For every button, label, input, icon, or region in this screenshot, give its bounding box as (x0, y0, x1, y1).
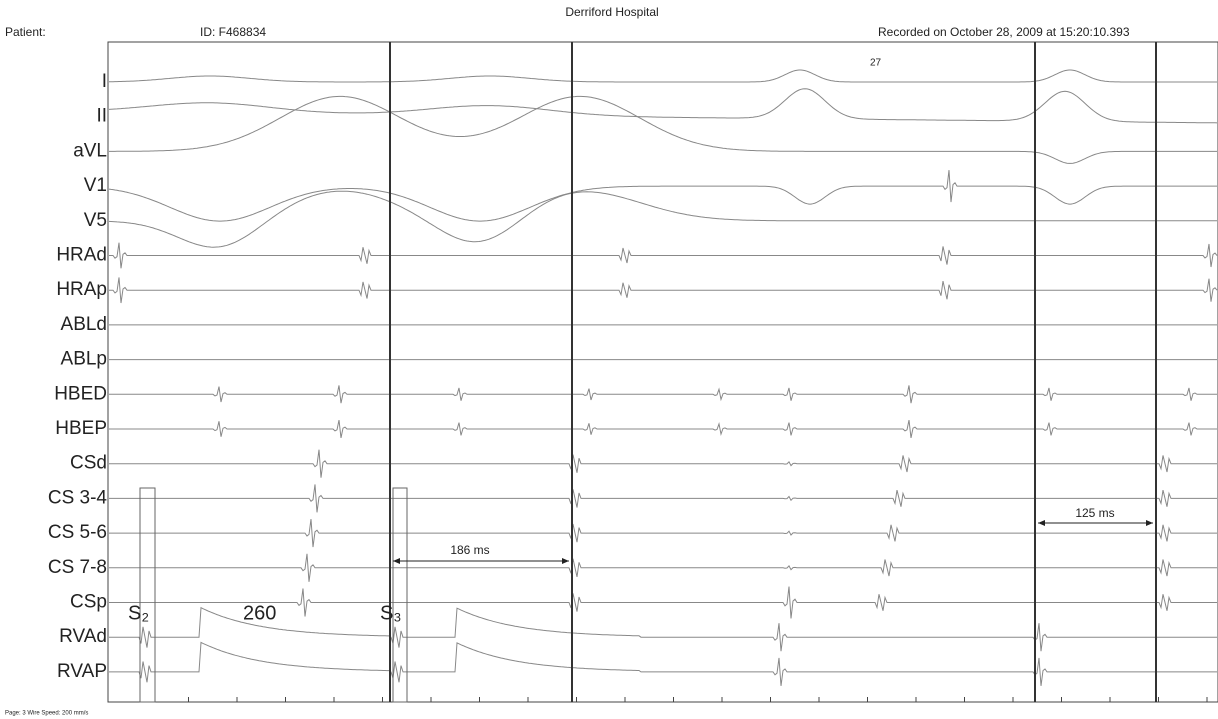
channel-label: CS 5-6 (48, 522, 107, 543)
trace (109, 484, 1217, 513)
channel-label: CS 3-4 (48, 487, 108, 508)
channel-label: HBEP (55, 418, 107, 439)
stim-box (392, 487, 408, 703)
trace (109, 641, 1217, 686)
trace (108, 88, 1218, 124)
interval-label: 186 ms (450, 543, 489, 557)
marker-label: 27 (870, 58, 882, 69)
trace (108, 69, 1217, 83)
trace (109, 449, 1217, 478)
channel-label: CS 7-8 (48, 557, 107, 578)
recorded-time: Recorded on October 28, 2009 at 15:20:10… (878, 25, 1130, 39)
trace-frame (107, 41, 1218, 703)
trace (109, 95, 1217, 164)
stim-box (139, 487, 156, 703)
trace (108, 170, 1217, 222)
patient: Patient: (5, 25, 46, 39)
stim-label: S₂ (128, 602, 149, 624)
hospital: Derriford Hospital (565, 5, 658, 19)
channel-label: HBED (54, 383, 107, 404)
trace (108, 190, 1217, 248)
calipers (139, 42, 1157, 703)
traces (108, 69, 1218, 702)
trace (109, 419, 1217, 439)
channel-label: ABLp (61, 349, 107, 370)
channel-label: CSp (70, 592, 107, 613)
channel-label: aVL (73, 140, 107, 161)
channel-label: II (96, 106, 107, 127)
stim-label: S₃ (380, 602, 401, 624)
trace (109, 277, 1218, 304)
channel-label: RVAd (59, 626, 107, 647)
interval-label: 125 ms (1075, 506, 1114, 520)
trace (109, 586, 1217, 619)
trace (109, 385, 1217, 404)
channel-label: HRAd (56, 245, 107, 266)
channel-label: V5 (84, 210, 107, 231)
trace (109, 519, 1217, 548)
channel-label: ABLd (61, 314, 107, 335)
channel-label: I (102, 71, 107, 92)
patient-id: ID: F468834 (200, 25, 266, 39)
trace (109, 242, 1218, 269)
channel-label: V1 (84, 175, 107, 196)
channel-label: RVAP (57, 661, 107, 682)
channel-label: HRAp (56, 279, 107, 300)
channel-label: CSd (70, 453, 107, 474)
cycle-label: 260 (243, 602, 276, 624)
footer: Page: 3 Wire Speed: 200 mm/s (5, 711, 88, 717)
trace (109, 553, 1217, 582)
trace (109, 606, 1217, 652)
